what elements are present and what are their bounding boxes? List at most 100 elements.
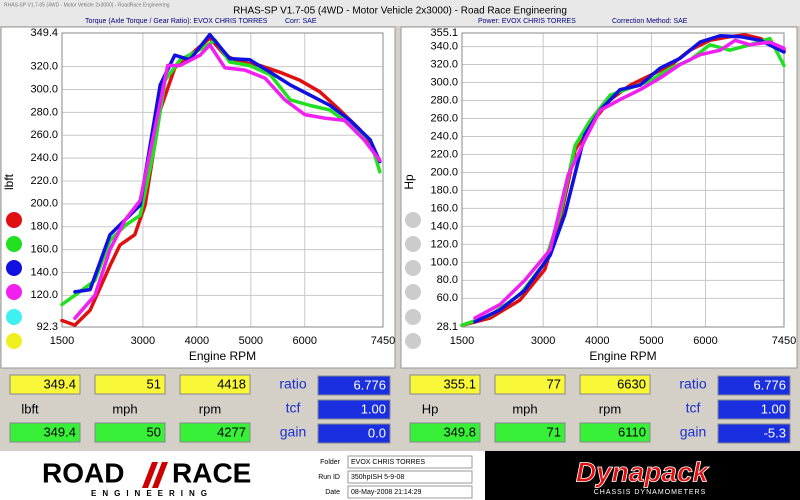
correction: Correction Method: SAE — [612, 18, 688, 25]
run-dot[interactable] — [6, 212, 22, 228]
run-dot[interactable] — [405, 309, 421, 325]
torque-power-curve — [73, 43, 382, 320]
param-value: 1.00 — [761, 401, 786, 416]
run-dot[interactable] — [6, 236, 22, 252]
current-field — [94, 422, 166, 443]
current-field — [409, 422, 481, 443]
y-tick-label: 355.1 — [430, 27, 458, 39]
peak-value: 51 — [147, 376, 161, 391]
x-tick-label: 1500 — [450, 335, 474, 347]
y-axis-label: Hp — [402, 174, 416, 190]
x-tick-label: 1500 — [50, 335, 74, 347]
chart-panel — [0, 26, 396, 369]
y-tick-label: 140.0 — [430, 220, 458, 232]
info-value: 08-May-2008 21:14:29 — [351, 489, 422, 496]
current-field — [9, 422, 81, 443]
run-dot[interactable] — [405, 212, 421, 228]
peak-value: 77 — [547, 376, 561, 391]
param-label: tcf — [686, 400, 701, 416]
x-tick-label: 4000 — [585, 335, 609, 347]
y-tick-label: 280.0 — [430, 94, 458, 106]
x-tick-label: 7450 — [772, 335, 796, 347]
peak-field — [579, 374, 651, 395]
param-field — [717, 423, 791, 444]
peak-value: 355.1 — [443, 376, 476, 391]
param-field — [317, 375, 391, 396]
current-value: 4277 — [217, 424, 246, 439]
y-tick-label: 260.0 — [430, 112, 458, 124]
current-field — [579, 422, 651, 443]
param-label: ratio — [279, 376, 306, 392]
torque-power-curve — [473, 38, 786, 320]
current-value: 50 — [147, 424, 161, 439]
y-tick-label: 60.0 — [437, 292, 458, 304]
param-label: gain — [680, 424, 706, 440]
y-tick-label: 160.0 — [430, 202, 458, 214]
y-tick-label: 349.4 — [30, 27, 58, 39]
y-tick-label: 80.0 — [437, 274, 458, 286]
brand-sub: CHASSIS DYNAMOMETERS — [594, 489, 707, 496]
run-dot[interactable] — [6, 284, 22, 300]
param-field — [717, 375, 791, 396]
param-label: tcf — [286, 400, 301, 416]
unit-label: rpm — [199, 401, 221, 416]
param-field — [317, 423, 391, 444]
y-tick-label: 160.0 — [30, 243, 58, 255]
run-selectors[interactable] — [6, 212, 421, 349]
peak-field — [94, 374, 166, 395]
x-tick-label: 7450 — [371, 335, 395, 347]
torque-power-curve — [473, 34, 786, 324]
current-value: 71 — [547, 424, 561, 439]
unit-label: rpm — [599, 401, 621, 416]
chart-panel — [400, 26, 798, 369]
run-dot[interactable] — [6, 333, 22, 349]
peak-field — [179, 374, 251, 395]
info-label: Folder — [320, 459, 341, 466]
run-dot[interactable] — [405, 236, 421, 252]
y-tick-label: 240.0 — [430, 130, 458, 142]
run-dot[interactable] — [6, 260, 22, 276]
param-field — [317, 399, 391, 420]
current-field — [494, 422, 566, 443]
x-tick-label: 4000 — [185, 335, 209, 347]
info-label: Date — [325, 489, 340, 496]
y-tick-label: 92.3 — [37, 321, 58, 333]
x-tick-label: 5000 — [239, 335, 263, 347]
info-label: Run ID — [318, 474, 340, 481]
app-caption: RHAS-SP V1.7-05 (4WD - Motor Vehicle 2x3… — [4, 2, 170, 8]
peak-field — [409, 374, 481, 395]
y-tick-label: 280.0 — [30, 106, 58, 118]
peak-field — [494, 374, 566, 395]
run-dot[interactable] — [405, 260, 421, 276]
plot-frame — [461, 32, 785, 328]
y-tick-label: 240.0 — [30, 152, 58, 164]
info-field — [347, 470, 473, 484]
y-tick-label: 140.0 — [30, 266, 58, 278]
y-tick-label: 28.1 — [437, 321, 458, 333]
y-tick-label: 260.0 — [30, 129, 58, 141]
info-value: EVOX CHRIS TORRES — [351, 459, 425, 466]
peak-value: 6630 — [617, 376, 646, 391]
x-tick-label: 6000 — [693, 335, 717, 347]
run-dot[interactable] — [6, 309, 22, 325]
y-tick-label: 200.0 — [430, 166, 458, 178]
y-tick-label: 180.0 — [430, 184, 458, 196]
run-dot[interactable] — [405, 333, 421, 349]
run-dot[interactable] — [405, 284, 421, 300]
peak-field — [9, 374, 81, 395]
correction: Corr: SAE — [285, 18, 317, 25]
current-field — [179, 422, 251, 443]
x-axis-label: Engine RPM — [189, 349, 256, 363]
param-value: 6.776 — [353, 377, 386, 392]
x-tick-label: 5000 — [639, 335, 663, 347]
logo-slash — [152, 462, 168, 488]
x-tick-label: 3000 — [131, 335, 155, 347]
unit-label: lbft — [21, 401, 39, 416]
y-tick-label: 120.0 — [430, 238, 458, 250]
param-field — [717, 399, 791, 420]
param-value: 1.00 — [361, 401, 386, 416]
param-value: -5.3 — [764, 425, 786, 440]
x-tick-label: 6000 — [293, 335, 317, 347]
peak-value: 4418 — [217, 376, 246, 391]
param-value: 6.776 — [753, 377, 786, 392]
